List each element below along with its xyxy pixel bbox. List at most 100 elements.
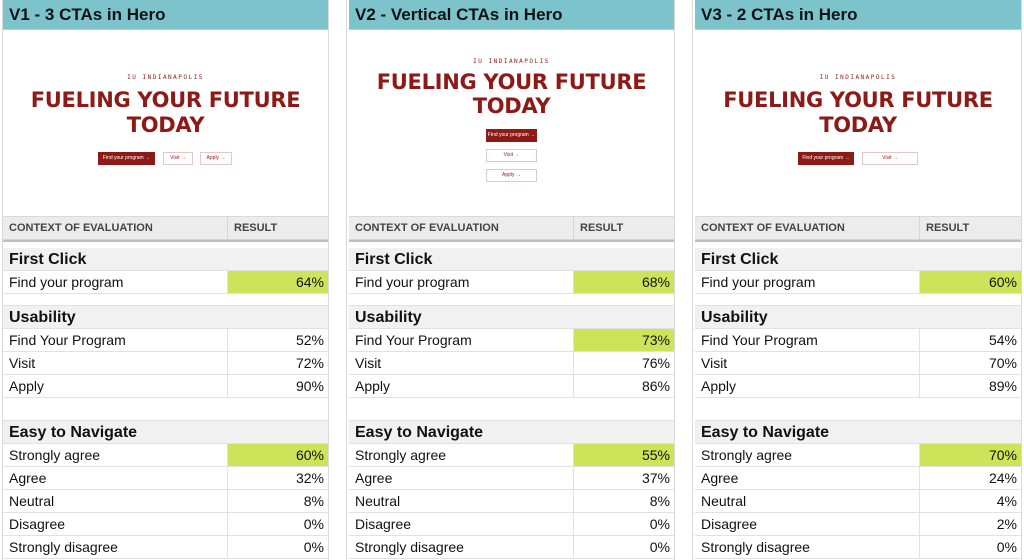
table-row: Apply 86%	[349, 375, 674, 398]
row-value: 55%	[574, 444, 674, 466]
row-value: 60%	[920, 271, 1021, 293]
result-header: RESULT	[234, 222, 278, 234]
row-value: 72%	[295, 355, 324, 371]
row-label: Apply	[3, 375, 228, 397]
table-row: Apply 90%	[3, 375, 328, 398]
find-program-button[interactable]: Find your program →	[486, 129, 537, 142]
row-label: Disagree	[3, 513, 228, 535]
row-value: 0%	[303, 539, 324, 555]
row-label: Disagree	[695, 513, 920, 535]
table-row: Agree 24%	[695, 467, 1021, 490]
row-label: Find your program	[3, 271, 228, 293]
row-label: Neutral	[349, 490, 574, 512]
section-usability: Usability	[349, 306, 674, 329]
hero-eyebrow: IU INDIANAPOLIS	[127, 74, 204, 81]
variant-column-v3: V3 - 2 CTAs in Hero IU INDIANAPOLIS FUEL…	[695, 0, 1021, 560]
row-value: 68%	[574, 271, 674, 293]
section-first-click: First Click	[695, 248, 1021, 271]
table-row: Strongly disagree 0%	[695, 536, 1021, 559]
hero-eyebrow: IU INDIANAPOLIS	[473, 58, 550, 65]
row-value: 2%	[996, 516, 1017, 532]
visit-button[interactable]: Visit →	[486, 149, 537, 162]
table-row: Find Your Program 73%	[349, 329, 674, 352]
table-row: Find Your Program 52%	[3, 329, 328, 352]
row-label: Disagree	[349, 513, 574, 535]
table-row: Neutral 4%	[695, 490, 1021, 513]
variant-header: V1 - 3 CTAs in Hero	[3, 0, 328, 30]
row-label: Agree	[695, 467, 920, 489]
section-easy-to-navigate: Easy to Navigate	[3, 421, 328, 444]
row-value: 70%	[920, 444, 1021, 466]
table-row: Agree 32%	[3, 467, 328, 490]
table-row: Disagree 0%	[3, 513, 328, 536]
hero-title-line2: TODAY	[126, 113, 205, 137]
row-value: 8%	[303, 493, 324, 509]
row-value: 0%	[649, 516, 670, 532]
row-value: 52%	[295, 332, 324, 348]
context-header: CONTEXT OF EVALUATION	[349, 217, 574, 239]
table-row: Strongly disagree 0%	[349, 536, 674, 559]
hero-preview: IU INDIANAPOLIS FUELING YOUR FUTURE TODA…	[3, 30, 328, 217]
table-row: Visit 76%	[349, 352, 674, 375]
row-label: Visit	[695, 352, 920, 374]
row-value: 0%	[303, 516, 324, 532]
variant-column-v2: V2 - Vertical CTAs in Hero IU INDIANAPOL…	[349, 0, 674, 560]
row-label: Strongly disagree	[695, 536, 920, 558]
row-value: 37%	[641, 470, 670, 486]
table-row: Apply 89%	[695, 375, 1021, 398]
variant-header: V3 - 2 CTAs in Hero	[695, 0, 1021, 30]
table-row: Disagree 0%	[349, 513, 674, 536]
row-value: 0%	[649, 539, 670, 555]
row-label: Visit	[3, 352, 228, 374]
hero-title-line2: TODAY	[472, 94, 551, 118]
row-label: Apply	[349, 375, 574, 397]
context-header: CONTEXT OF EVALUATION	[3, 217, 228, 239]
visit-button[interactable]: Visit →	[862, 152, 918, 165]
variant-header: V2 - Vertical CTAs in Hero	[349, 0, 674, 30]
row-value: 64%	[228, 271, 328, 293]
hero-eyebrow: IU INDIANAPOLIS	[819, 74, 897, 81]
section-easy-to-navigate: Easy to Navigate	[349, 421, 674, 444]
section-first-click: First Click	[349, 248, 674, 271]
row-value: 76%	[641, 355, 670, 371]
apply-button[interactable]: Apply →	[200, 152, 232, 165]
table-row: Strongly agree 55%	[349, 444, 674, 467]
context-header: CONTEXT OF EVALUATION	[695, 217, 920, 239]
result-header: RESULT	[926, 222, 970, 234]
row-value: 24%	[988, 470, 1017, 486]
row-label: Strongly agree	[3, 444, 228, 466]
find-program-button[interactable]: Find your program →	[98, 152, 155, 165]
find-program-button[interactable]: Find your program →	[798, 152, 854, 165]
table-row: Strongly disagree 0%	[3, 536, 328, 559]
row-label: Visit	[349, 352, 574, 374]
row-value: 54%	[988, 332, 1017, 348]
table-row: Strongly agree 60%	[3, 444, 328, 467]
table-row: Disagree 2%	[695, 513, 1021, 536]
row-label: Strongly agree	[695, 444, 920, 466]
table-header: CONTEXT OF EVALUATION RESULT	[695, 217, 1021, 240]
table-row: Find your program 60%	[695, 271, 1021, 294]
result-header: RESULT	[580, 222, 624, 234]
row-label: Find Your Program	[349, 329, 574, 351]
row-label: Find Your Program	[3, 329, 228, 351]
section-usability: Usability	[695, 306, 1021, 329]
table-row: Strongly agree 70%	[695, 444, 1021, 467]
row-label: Apply	[695, 375, 920, 397]
table-header: CONTEXT OF EVALUATION RESULT	[3, 217, 328, 240]
row-label: Find your program	[349, 271, 574, 293]
table-row: Agree 37%	[349, 467, 674, 490]
row-value: 8%	[649, 493, 670, 509]
apply-button[interactable]: Apply →	[486, 169, 537, 182]
hero-title-line1: FUELING YOUR FUTURE	[376, 70, 647, 94]
row-value: 60%	[228, 444, 328, 466]
row-label: Neutral	[695, 490, 920, 512]
row-value: 89%	[988, 378, 1017, 394]
row-label: Find Your Program	[695, 329, 920, 351]
table-row: Visit 72%	[3, 352, 328, 375]
table-row: Find your program 68%	[349, 271, 674, 294]
table-row: Neutral 8%	[3, 490, 328, 513]
hero-preview: IU INDIANAPOLIS FUELING YOUR FUTURE TODA…	[695, 30, 1021, 217]
hero-title-line2: TODAY	[819, 113, 897, 137]
row-label: Neutral	[3, 490, 228, 512]
visit-button[interactable]: Visit →	[163, 152, 193, 165]
